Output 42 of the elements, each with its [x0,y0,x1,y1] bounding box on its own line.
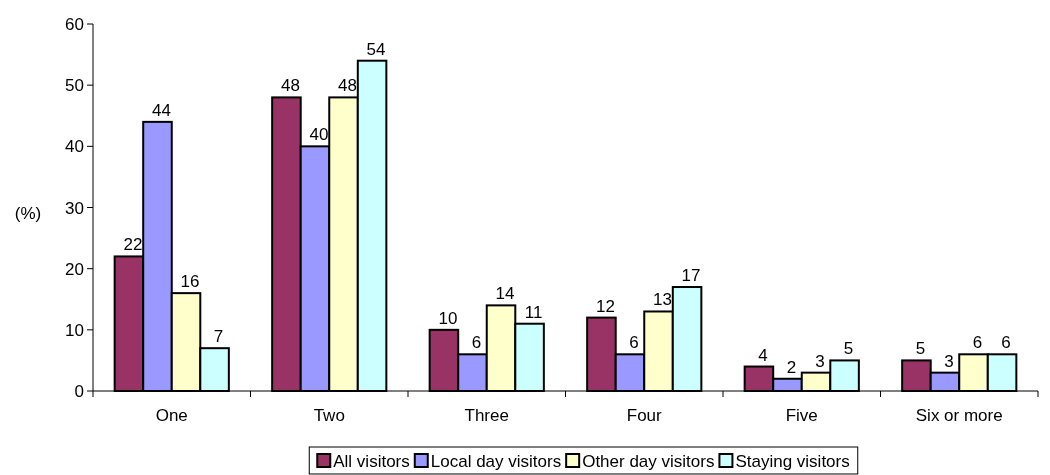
y-axis-title: (%) [14,204,42,223]
x-tick-label: One [155,406,188,425]
data-label: 6 [471,333,482,353]
data-label: 16 [180,272,200,292]
x-tick-label: Two [313,406,345,425]
data-label: 4 [758,345,768,365]
data-label: 10 [438,308,458,328]
data-label: 5 [915,339,926,359]
data-label: 13 [653,290,672,310]
x-tick-label: Four [626,406,663,425]
legend-label: All visitors [333,451,410,471]
data-label: 11 [524,302,543,322]
data-label: 17 [681,266,701,286]
data-label: 48 [280,76,300,96]
data-label: 3 [944,351,954,371]
data-label: 6 [629,333,639,353]
y-tick-label: 20 [65,259,84,279]
legend-label: Staying visitors [735,451,850,471]
data-label: 5 [843,339,854,359]
data-label: 22 [123,235,143,255]
data-label: 2 [786,357,797,377]
legend-label: Local day visitors [430,451,562,471]
x-tick-label: Five [785,406,818,425]
data-label: 48 [338,76,357,96]
data-label: 44 [152,100,171,120]
legend-label: Other day visitors [582,451,715,471]
data-label: 6 [1001,333,1011,353]
data-label: 6 [972,333,983,353]
y-tick-label: 50 [65,76,84,96]
data-label: 12 [595,296,615,316]
y-tick-label: 40 [65,137,84,157]
data-label: 3 [815,351,825,371]
y-tick-label: 30 [65,198,84,218]
data-label: 14 [495,284,515,304]
data-label: 54 [366,39,386,59]
x-tick-label: Six or more [915,406,1003,425]
y-tick-label: 60 [65,15,84,34]
x-tick-label: Three [464,406,509,425]
y-tick-label: 10 [65,320,84,340]
data-label: 7 [213,327,224,347]
data-label: 40 [309,125,329,145]
y-tick-label: 0 [74,382,84,401]
